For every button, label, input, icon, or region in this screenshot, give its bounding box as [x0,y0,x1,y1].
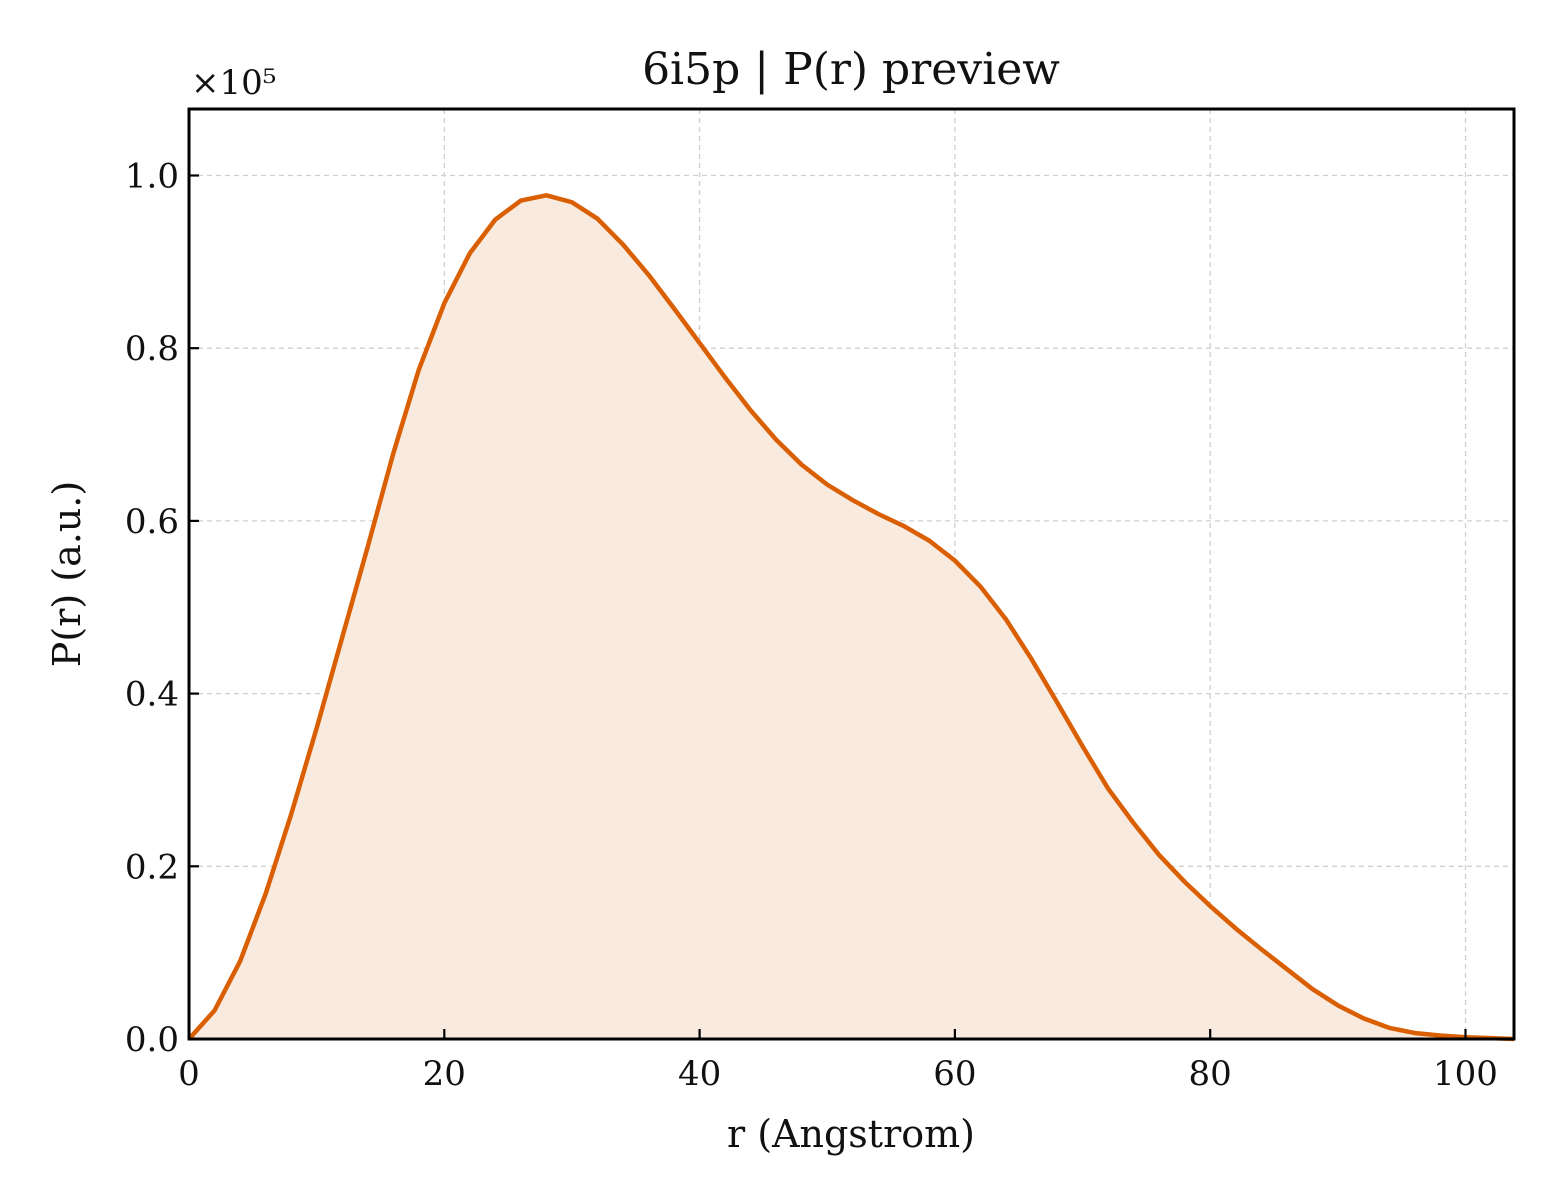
ticks: 0 20 40 60 80 100 0.0 0.2 0.4 0.6 0.8 1.0 [125,156,1498,1094]
y-tick-label: 0.4 [125,675,179,715]
y-tick-label: 1.0 [125,156,179,196]
y-multiplier: ×10⁵ [191,63,276,103]
x-tick-label: 80 [1189,1054,1232,1094]
series-area-fill [189,195,1514,1040]
x-axis-label: r (Angstrom) [727,1112,975,1156]
x-tick-label: 20 [423,1054,466,1094]
chart-title: 6i5p | P(r) preview [642,44,1060,95]
x-tick-label: 0 [178,1054,200,1094]
x-tick-label: 60 [933,1054,976,1094]
x-tick-label: 100 [1433,1054,1498,1094]
y-tick-label: 0.8 [125,329,179,369]
plot-frame [187,107,1516,1041]
series-line [187,193,1515,1042]
y-tick-label: 0.0 [125,1020,179,1060]
x-tick-label: 40 [678,1054,721,1094]
y-tick-label: 0.2 [125,847,179,887]
y-tick-label: 0.6 [125,502,179,542]
y-axis-label: P(r) (a.u.) [45,481,89,667]
